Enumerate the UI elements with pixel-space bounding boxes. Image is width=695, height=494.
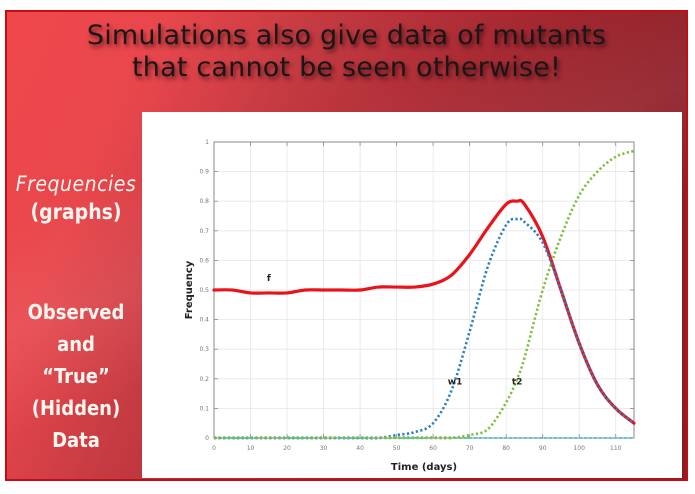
x-tick-label: 10 [247, 445, 255, 452]
x-tick-label: 100 [573, 445, 585, 452]
y-tick-label: 0.2 [199, 376, 209, 383]
y-tick-label: 0.3 [199, 346, 209, 353]
y-tick-label: 0.1 [199, 405, 209, 412]
x-tick-label: 50 [393, 445, 401, 452]
curve-label-w1: w1 [448, 378, 463, 388]
curve-label-t2: t2 [512, 378, 523, 388]
y-tick-label: 0.9 [199, 169, 209, 176]
y-axis-title: Frequency [184, 260, 195, 319]
y-tick-label: 0.8 [199, 198, 209, 205]
x-tick-label: 90 [539, 445, 547, 452]
y-tick-label: 0.5 [199, 287, 209, 294]
slide-title-line-1: Simulations also give data of mutants [86, 20, 607, 51]
x-tick-label: 80 [502, 445, 510, 452]
x-tick-label: 40 [356, 445, 364, 452]
x-tick-label: 0 [212, 445, 216, 452]
y-tick-label: 0.7 [199, 228, 209, 235]
data-text: Data [52, 428, 100, 452]
slide-title-line-2: that cannot be seen otherwise! [131, 52, 562, 83]
hidden-text: (Hidden) [31, 396, 121, 420]
y-tick-label: 0.6 [199, 257, 209, 264]
y-tick-label: 0 [205, 435, 209, 442]
x-tick-label: 70 [466, 445, 474, 452]
graphs-text: (graphs) [30, 200, 122, 224]
observed-true-data-label: Observed and “True” (Hidden) Data [7, 296, 145, 456]
slide-title: Simulations also give data of mutants th… [7, 20, 686, 84]
frequency-chart: 00.10.20.30.40.50.60.70.80.910 10 20 30 40 50… [184, 139, 636, 473]
x-axis-title: Time (days) [391, 462, 457, 473]
series-w1-line [214, 217, 635, 440]
curve-label-f: f [267, 274, 271, 284]
and-text: and [57, 332, 95, 356]
y-tick-label: 1 [205, 139, 209, 146]
x-tick-label: 30 [320, 445, 328, 452]
frequencies-text: Frequencies [15, 172, 137, 196]
y-tick-label: 0.4 [199, 317, 209, 324]
frequencies-label: Frequencies (graphs) [7, 170, 145, 226]
chart-panel: 0 0.1 0.2 0.3 0.4 0.5 0.6 0.7 0.8 0.9 1 0 10 20 30 40 50… [142, 112, 682, 478]
x-tick-label: 60 [429, 445, 437, 452]
observed-text: Observed [27, 300, 125, 324]
x-tick-label: 20 [283, 445, 291, 452]
true-text: “True” [42, 364, 110, 388]
x-tick-label: 110 [610, 445, 622, 452]
